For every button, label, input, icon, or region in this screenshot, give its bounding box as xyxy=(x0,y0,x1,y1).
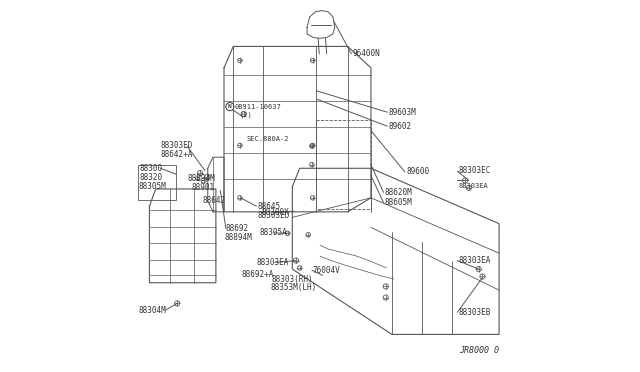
Text: 88303EB: 88303EB xyxy=(458,308,490,317)
Text: (2): (2) xyxy=(239,112,252,118)
Text: 89602: 89602 xyxy=(388,122,412,131)
Text: 88300: 88300 xyxy=(139,164,162,173)
Text: 89603M: 89603M xyxy=(388,108,416,117)
Text: 88353M(LH): 88353M(LH) xyxy=(270,283,316,292)
Text: 88303EC: 88303EC xyxy=(458,166,490,175)
Text: 88692: 88692 xyxy=(226,224,249,233)
Text: 88303ED: 88303ED xyxy=(257,211,290,220)
Text: 88300X: 88300X xyxy=(262,208,289,217)
Text: 88605M: 88605M xyxy=(385,198,412,207)
Text: 88894M: 88894M xyxy=(187,174,215,183)
Text: 88692+A: 88692+A xyxy=(242,270,274,279)
Text: JR8000 0: JR8000 0 xyxy=(459,346,499,355)
Text: 88901: 88901 xyxy=(191,183,214,192)
Text: 88620M: 88620M xyxy=(385,188,412,197)
Text: 76004V: 76004V xyxy=(312,266,340,275)
Text: 88894M: 88894M xyxy=(224,233,252,242)
Text: N: N xyxy=(228,104,232,109)
Text: 88642+A: 88642+A xyxy=(161,150,193,159)
Text: 88320: 88320 xyxy=(139,173,162,182)
Text: 88303ED: 88303ED xyxy=(161,141,193,150)
Text: 96400N: 96400N xyxy=(353,49,380,58)
Bar xyxy=(138,165,176,200)
Text: 88303EA: 88303EA xyxy=(257,258,289,267)
Text: 88645: 88645 xyxy=(257,202,280,211)
Text: 08911-10637: 08911-10637 xyxy=(234,104,281,110)
Text: 88642: 88642 xyxy=(203,196,226,205)
Text: 88305A: 88305A xyxy=(259,228,287,237)
Text: 88304M: 88304M xyxy=(138,306,166,315)
Text: 88305M: 88305M xyxy=(138,182,166,191)
Text: SEC.880A-2: SEC.880A-2 xyxy=(247,136,289,142)
Text: 88303(RH): 88303(RH) xyxy=(271,275,313,283)
Text: 89600: 89600 xyxy=(406,167,429,176)
Text: 88303EA: 88303EA xyxy=(458,183,488,189)
Text: 88303EA: 88303EA xyxy=(458,256,490,265)
